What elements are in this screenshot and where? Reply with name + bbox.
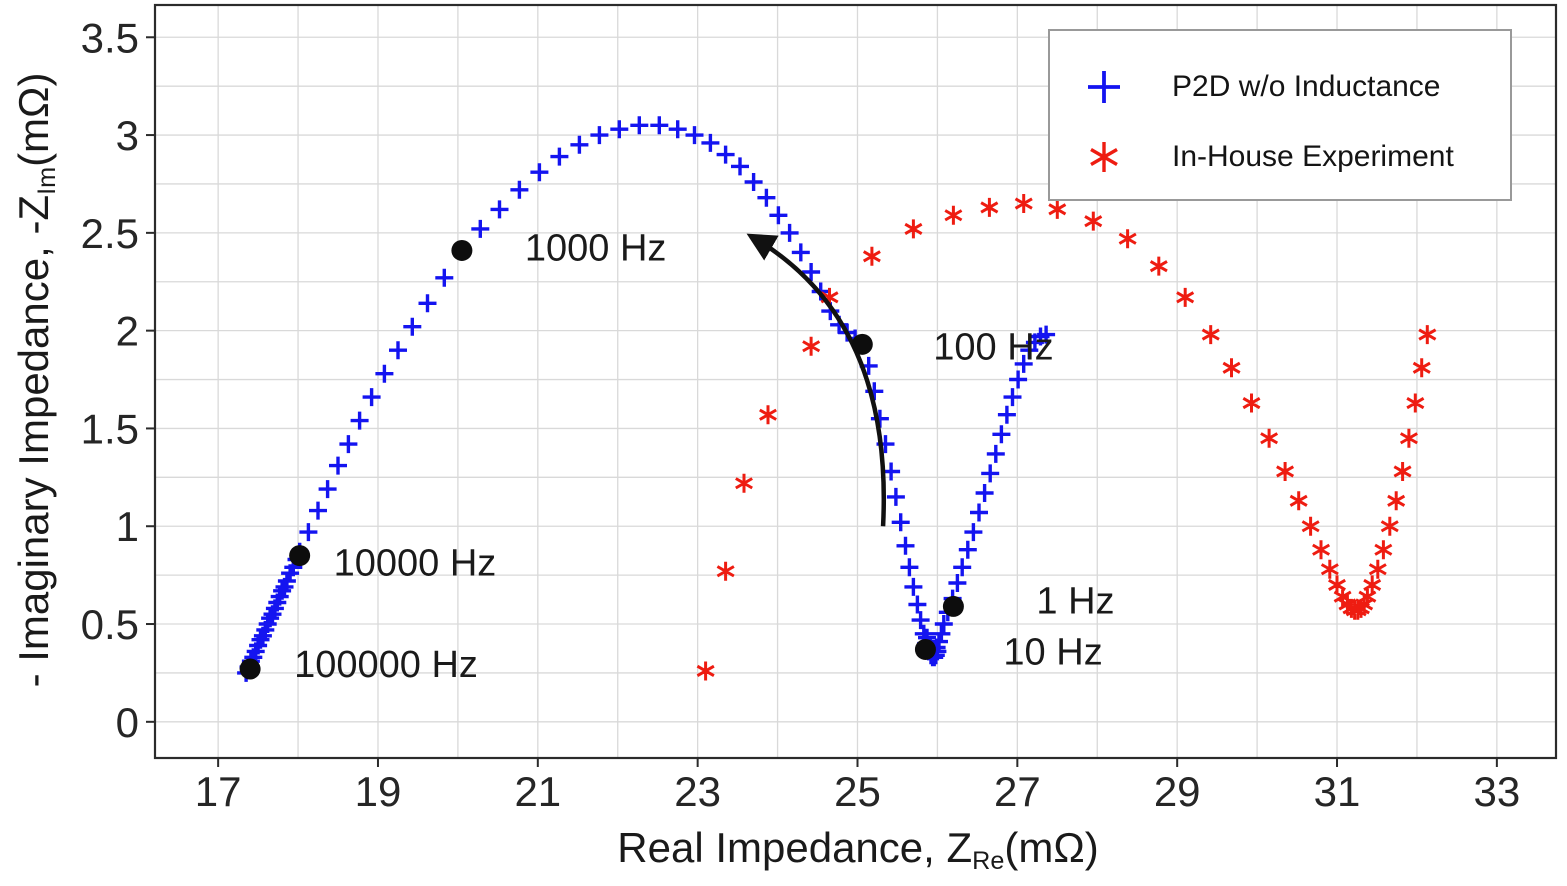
y-tick-label: 1.5 [81,405,139,452]
legend: P2D w/o Inductance In-House Experiment [1048,29,1512,201]
x-axis-title-subscript: Re [972,847,1005,876]
x-tick-label: 21 [514,768,561,815]
frequency-marker-dot [289,545,311,567]
y-axis-title-subscript: Im [33,166,62,195]
frequency-marker-dot [451,239,473,261]
x-axis-title-text: Real Impedance, Z [617,823,973,871]
frequency-marker-dot [239,658,261,680]
frequency-marker-dot [851,333,873,355]
y-tick-label: 2 [116,308,139,355]
y-axis-title-units: (mΩ) [9,72,57,167]
x-tick-label: 25 [834,768,881,815]
frequency-label: 100 Hz [933,326,1053,368]
x-tick-label: 19 [355,768,402,815]
y-tick-label: 3.5 [81,14,139,61]
x-tick-label: 29 [1154,768,1201,815]
series-p2d [237,116,1056,682]
asterisk-marker-icon [1090,142,1118,172]
frequency-label: 100000 Hz [294,644,478,686]
x-tick-label: 33 [1473,768,1520,815]
frequency-marker-dot [914,638,936,660]
frequency-marker-dot [942,595,964,617]
x-tick-label: 27 [994,768,1041,815]
data-point-markers [237,116,1056,682]
frequency-label: 1 Hz [1036,580,1114,622]
plus-marker-icon [1088,71,1120,103]
x-tick-label: 23 [674,768,721,815]
y-tick-label: 0 [116,699,139,746]
y-axis-title-text: - Imaginary Impedance, -Z [9,194,57,688]
legend-entry-p2d: P2D w/o Inductance [1074,61,1510,113]
frequency-annotations: 1000 Hz 100 Hz 10000 Hz 100000 Hz 1 Hz 10 Hz [239,227,1115,686]
y-axis-title: - Imaginary Impedance, -ZIm(mΩ) [10,73,62,688]
legend-entry-experiment: In-House Experiment [1074,131,1510,183]
x-axis-title: Real Impedance, ZRe(mΩ) [617,824,1098,876]
plot-border [153,3,1558,760]
series-experiment [696,194,1437,681]
legend-label-p2d: P2D w/o Inductance [1172,70,1441,103]
asterisk-glyph [1090,142,1118,172]
y-tick-label: 3 [116,112,139,159]
frequency-label: 1000 Hz [525,227,667,269]
x-tick-label: 31 [1314,768,1361,815]
y-tick-label: 0.5 [81,601,139,648]
data-point-markers [696,194,1437,681]
legend-label-experiment: In-House Experiment [1172,140,1454,173]
y-tick-label: 1 [116,503,139,550]
x-axis-title-units: (mΩ) [1004,823,1099,871]
y-tick-label: 2.5 [81,210,139,257]
frequency-label: 10 Hz [1003,631,1102,673]
plus-glyph [1088,71,1120,103]
x-tick-label: 17 [195,768,242,815]
frequency-label: 10000 Hz [334,543,497,585]
axis-ticks: 17 19 21 23 25 27 29 31 33 0 0.5 1 1.5 2 2.5 3 3.5 [81,14,1521,815]
frequency-direction-arrow [746,233,886,527]
